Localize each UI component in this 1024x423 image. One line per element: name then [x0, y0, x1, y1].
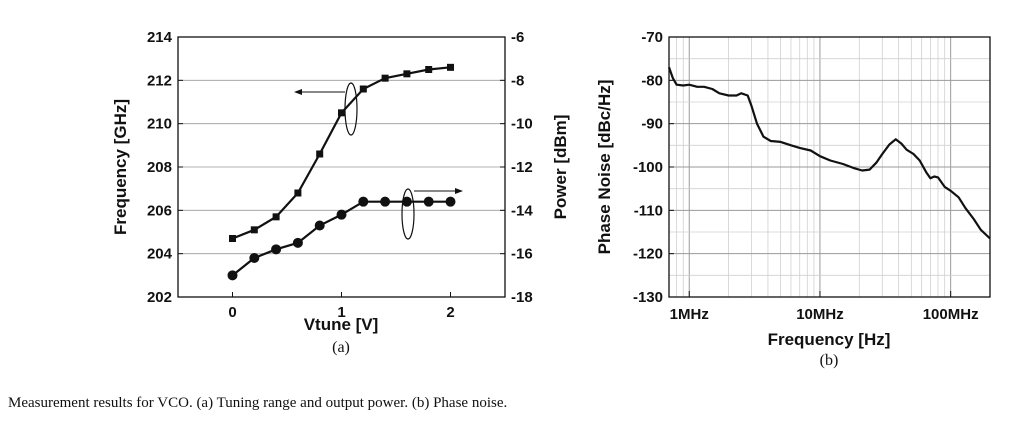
- chart-a-ytick-label: 214: [147, 29, 173, 46]
- chart-a: 202204206208210212214-18-16-14-12-10-8-6…: [111, 29, 570, 356]
- frequency-point: [250, 226, 258, 234]
- chart-a-xlabel: Vtune [V]: [304, 315, 379, 334]
- chart-b-ylabel: Phase Noise [dBc/Hz]: [595, 80, 614, 255]
- annotation-oval-frequency: [344, 82, 358, 136]
- chart-a-ticks: 202204206208210212214-18-16-14-12-10-8-6…: [147, 29, 533, 321]
- chart-b-xtick-label: 10MHz: [796, 306, 844, 323]
- phase-noise-line: [667, 66, 991, 240]
- chart-a-y2tick-label: -14: [511, 202, 533, 219]
- frequency-point: [316, 150, 324, 158]
- power-point: [249, 253, 260, 263]
- chart-b-ytick-label: -70: [641, 29, 663, 46]
- chart-a-y2tick-label: -10: [511, 116, 533, 133]
- power-point: [314, 220, 325, 231]
- arrow-right-head: [455, 188, 463, 194]
- chart-a-ytick-label: 208: [147, 159, 172, 176]
- chart-a-xtick-label: 1: [337, 304, 345, 321]
- chart-b-ytick-label: -120: [633, 246, 663, 263]
- frequency-point: [425, 66, 433, 73]
- chart-b-xlabel: Frequency [Hz]: [768, 330, 891, 349]
- frequency-point: [272, 213, 280, 221]
- power-point: [401, 196, 412, 207]
- chart-a-ylabel: Frequency [GHz]: [111, 99, 130, 235]
- power-point: [380, 196, 391, 207]
- chart-a-xtick-label: 2: [446, 304, 454, 321]
- chart-a-series: [227, 63, 456, 281]
- chart-b-ytick-label: -90: [641, 116, 663, 133]
- chart-b-grid: [668, 37, 991, 297]
- power-point: [423, 196, 434, 207]
- chart-a-ytick-label: 202: [147, 289, 172, 306]
- chart-b-ticks: -130 -120 -110 -100 -90 -80 -70 1MHz 10MHz 100MHz: [633, 29, 979, 323]
- power-point: [445, 196, 456, 207]
- chart-a-y2label: Power [dBm]: [551, 115, 570, 220]
- chart-b-ytick-label: -100: [633, 159, 663, 176]
- frequency-point: [338, 109, 345, 117]
- chart-b-xtick-label: 100MHz: [923, 306, 979, 323]
- chart-a-ytick-label: 206: [147, 202, 172, 219]
- frequency-point: [381, 74, 389, 82]
- chart-b-ytick-label: -130: [633, 289, 663, 306]
- frequency-point: [229, 235, 236, 242]
- frequency-point: [447, 63, 454, 71]
- annotation-oval-power: [401, 188, 415, 240]
- power-point: [227, 270, 238, 281]
- chart-a-y2tick-label: -16: [511, 246, 533, 263]
- power-point: [271, 244, 282, 255]
- chart-a-ytick-label: 204: [147, 246, 173, 263]
- power-point: [336, 209, 347, 220]
- chart-b-ytick-label: -80: [641, 72, 663, 89]
- chart-b: -130 -120 -110 -100 -90 -80 -70 1MHz 10MHz 100MHz…: [595, 29, 991, 369]
- chart-a-y2tick-label: -8: [511, 72, 524, 89]
- chart-a-xtick-label: 0: [228, 304, 236, 321]
- chart-a-ytick-label: 210: [147, 116, 172, 133]
- chart-a-panel-label: (a): [332, 339, 350, 356]
- power-point: [292, 237, 303, 248]
- chart-b-xtick-label: 1MHz: [670, 306, 709, 323]
- chart-a-y2tick-label: -18: [511, 289, 533, 306]
- frequency-point: [403, 70, 411, 78]
- chart-a-grid: [178, 79, 505, 255]
- chart-b-panel-label: (b): [820, 352, 839, 369]
- arrow-left-head: [294, 89, 302, 95]
- chart-a-ytick-label: 212: [147, 72, 172, 89]
- power-point: [358, 196, 369, 207]
- frequency-point: [294, 189, 302, 197]
- chart-b-ytick-label: -110: [634, 202, 663, 219]
- chart-b-series: [667, 66, 991, 240]
- figure-caption: Measurement results for VCO. (a) Tuning …: [8, 395, 508, 411]
- chart-a-y2tick-label: -12: [511, 159, 533, 176]
- frequency-point: [359, 85, 367, 93]
- chart-a-y2tick-label: -6: [511, 29, 524, 46]
